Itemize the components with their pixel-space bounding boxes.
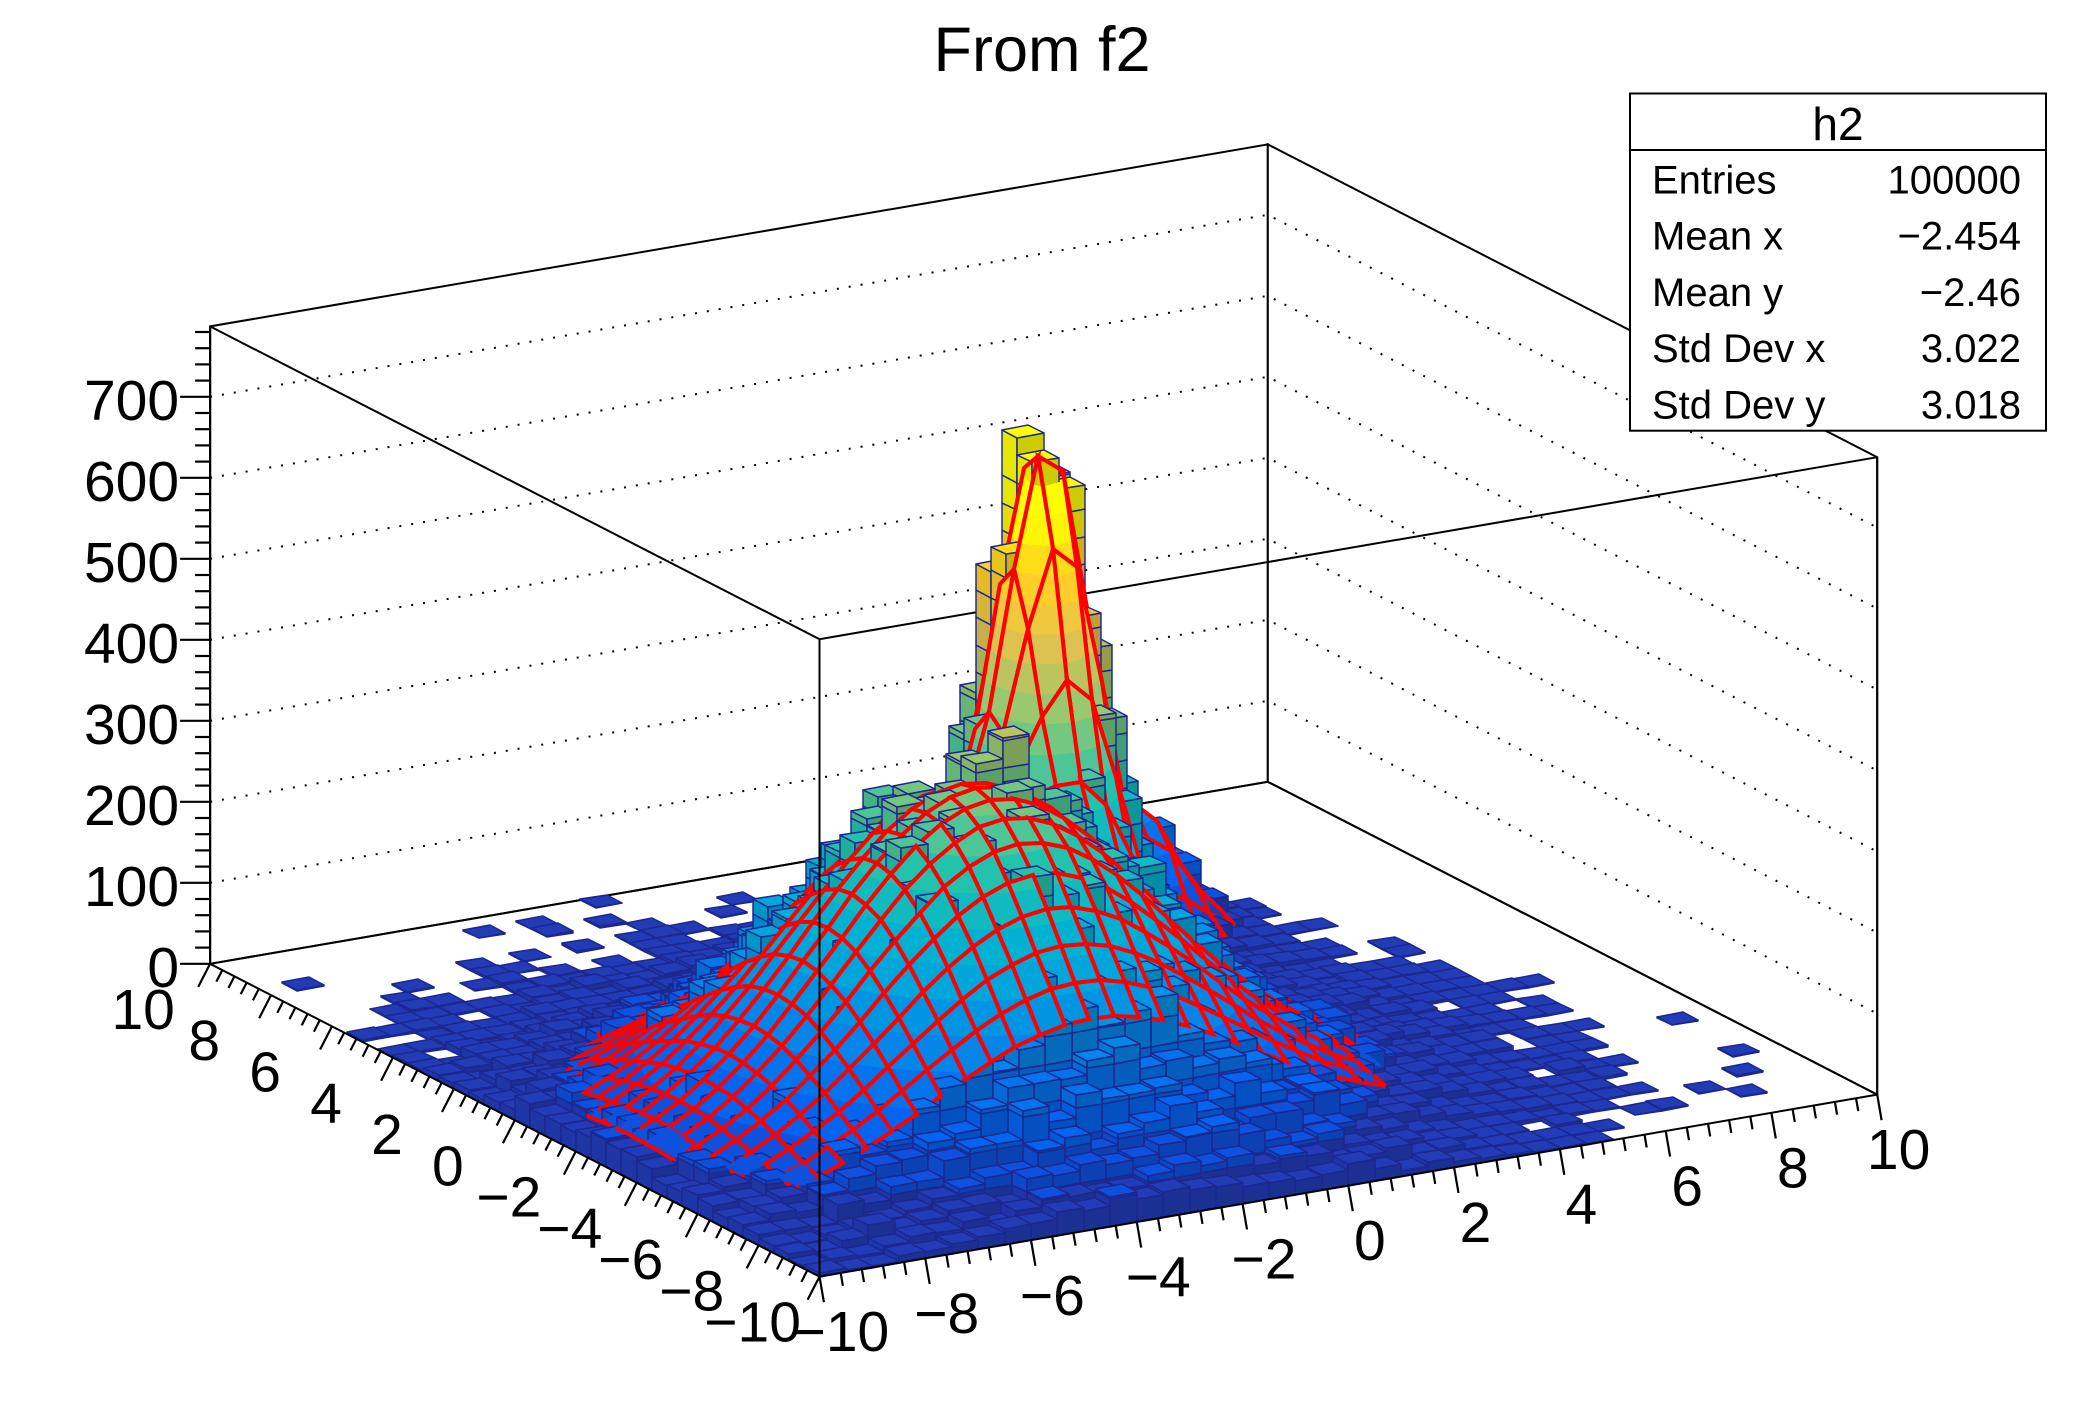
svg-text:10: 10	[1867, 1118, 1930, 1182]
svg-text:8: 8	[188, 1009, 220, 1073]
svg-text:Mean x: Mean x	[1652, 215, 1783, 259]
svg-text:500: 500	[84, 531, 179, 595]
svg-text:8: 8	[1777, 1136, 1809, 1200]
svg-text:−10: −10	[704, 1291, 801, 1355]
svg-text:2: 2	[1460, 1191, 1492, 1255]
svg-text:h2: h2	[1812, 98, 1863, 150]
svg-text:−2.454: −2.454	[1898, 215, 2021, 259]
svg-text:600: 600	[84, 450, 179, 514]
svg-text:From f2: From f2	[933, 15, 1150, 85]
svg-text:−6: −6	[598, 1228, 663, 1292]
svg-text:−2: −2	[1232, 1227, 1297, 1291]
svg-text:Mean y: Mean y	[1652, 271, 1783, 315]
svg-text:4: 4	[310, 1072, 342, 1136]
svg-text:6: 6	[1671, 1155, 1703, 1219]
svg-text:6: 6	[249, 1041, 281, 1105]
svg-text:−8: −8	[659, 1259, 724, 1323]
svg-text:10: 10	[111, 978, 174, 1042]
svg-text:Std Dev y: Std Dev y	[1652, 383, 1825, 427]
svg-text:−8: −8	[914, 1282, 979, 1346]
svg-text:−4: −4	[537, 1197, 602, 1261]
svg-text:Entries: Entries	[1652, 159, 1777, 203]
svg-text:0: 0	[1354, 1209, 1386, 1273]
svg-text:3.018: 3.018	[1921, 383, 2021, 427]
svg-text:100000: 100000	[1888, 159, 2021, 203]
svg-text:Std Dev x: Std Dev x	[1652, 327, 1825, 371]
svg-text:700: 700	[84, 369, 179, 433]
svg-text:−4: −4	[1126, 1246, 1191, 1310]
svg-text:3.022: 3.022	[1921, 327, 2021, 371]
svg-text:300: 300	[84, 693, 179, 757]
svg-text:−2: −2	[476, 1166, 541, 1230]
svg-text:400: 400	[84, 612, 179, 676]
svg-text:200: 200	[84, 774, 179, 838]
svg-text:100: 100	[84, 855, 179, 919]
svg-text:−10: −10	[793, 1300, 890, 1364]
svg-text:0: 0	[147, 936, 179, 1000]
svg-text:4: 4	[1565, 1173, 1597, 1237]
svg-text:−6: −6	[1020, 1264, 1085, 1328]
svg-text:−2.46: −2.46	[1920, 271, 2021, 315]
svg-text:0: 0	[432, 1134, 464, 1198]
svg-text:2: 2	[371, 1103, 403, 1167]
